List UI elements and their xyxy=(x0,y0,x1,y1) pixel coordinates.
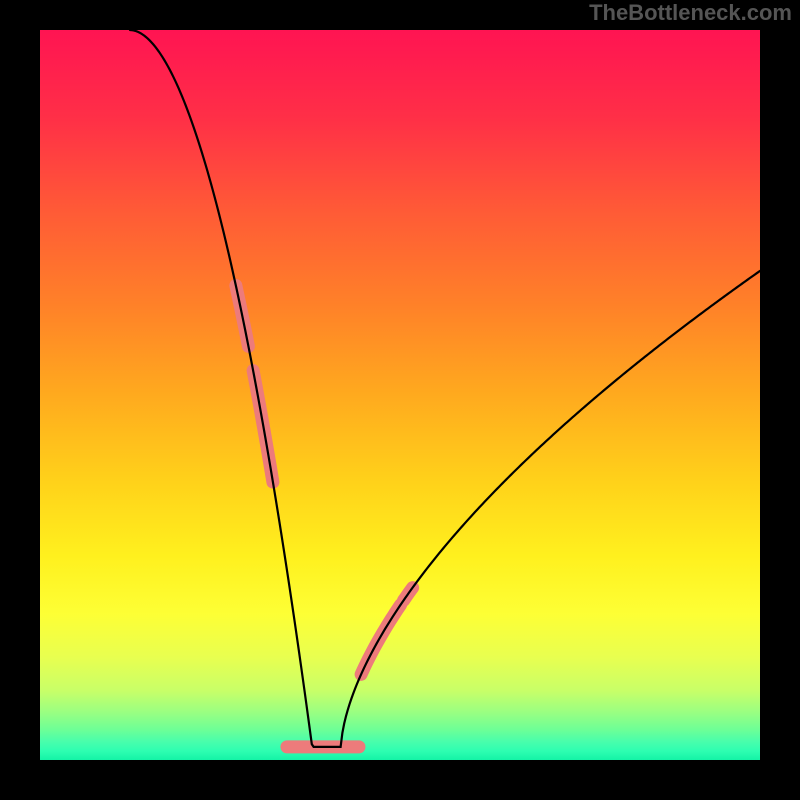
plot-area xyxy=(40,30,760,760)
watermark-text: TheBottleneck.com xyxy=(589,0,792,26)
chart-svg xyxy=(0,0,800,800)
chart-root: TheBottleneck.com xyxy=(0,0,800,800)
